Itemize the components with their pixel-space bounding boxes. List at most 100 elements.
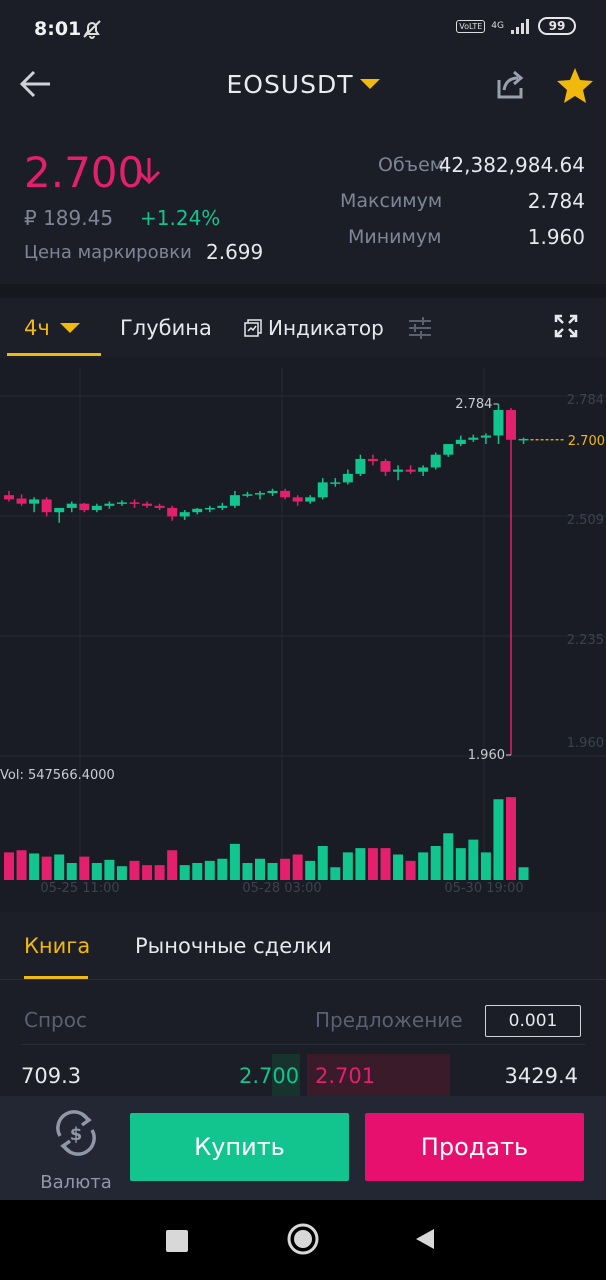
candle-body — [468, 437, 479, 440]
star-icon[interactable] — [555, 66, 595, 106]
volume-bar — [430, 846, 441, 880]
candle-body — [493, 409, 504, 436]
top-bar: EOSUSDT — [0, 58, 606, 114]
ask-quantity: 3429.4 — [504, 1064, 578, 1088]
currency-button[interactable]: $ Валюта — [36, 1106, 116, 1193]
volume-bar — [66, 863, 77, 880]
order-book: Спрос Предложение 0.001 709.3 2.700 2.70… — [0, 980, 606, 1098]
status-icons: VoLTE 4G 99 — [456, 17, 576, 35]
status-bar: 8:01 VoLTE 4G 99 — [0, 0, 606, 58]
volume-bar — [468, 839, 479, 880]
volume-bar — [493, 799, 504, 880]
sell-button[interactable]: Продать — [365, 1113, 584, 1181]
chart-tabs: 4ч Глубина Индикатор — [0, 298, 606, 358]
volume-bar — [16, 850, 27, 880]
back-triangle-icon[interactable] — [414, 1227, 436, 1251]
candlestick-chart[interactable]: 2.784 2.509 2.235 1.960 2.784 1.960 2.700 Vol: … — [0, 358, 606, 912]
volume-bar — [443, 833, 454, 880]
high-value: 2.784 — [527, 189, 585, 213]
precision-select[interactable]: 0.001 — [485, 1005, 581, 1037]
volume-bar — [292, 854, 303, 880]
volume-bar — [393, 854, 404, 880]
volume-bar — [418, 852, 429, 880]
fullscreen-icon[interactable] — [554, 314, 578, 338]
candle-body — [167, 507, 178, 517]
indicator-label: Индикатор — [268, 316, 384, 340]
high-marker-label: 2.784 — [455, 397, 492, 412]
tab-order-book[interactable]: Книга — [24, 934, 91, 958]
candle-body — [506, 409, 516, 440]
indicator-icon — [244, 319, 262, 337]
candle-body — [16, 498, 27, 504]
buy-button[interactable]: Купить — [130, 1113, 349, 1181]
mark-price-value: 2.699 — [206, 240, 264, 264]
volume-bar — [242, 863, 253, 880]
candle-body — [154, 505, 165, 508]
volume-bar — [41, 856, 52, 880]
book-tabs: Книга Рыночные сделки — [0, 912, 606, 980]
arrow-left-icon[interactable] — [16, 64, 56, 104]
chevron-down-icon — [59, 323, 80, 333]
status-time: 8:01 — [34, 18, 82, 40]
sliders-icon[interactable] — [406, 314, 434, 342]
share-icon[interactable] — [494, 68, 528, 102]
high-label: Максимум — [340, 190, 443, 212]
candle-body — [91, 505, 102, 511]
volume-bar — [305, 860, 316, 880]
volume-bar — [267, 863, 278, 880]
volume-bar — [480, 852, 491, 880]
volume-readout: Vol: 547566.4000 — [0, 768, 115, 783]
bid-price: 2.700 — [239, 1064, 300, 1088]
candle-body — [116, 502, 127, 504]
chevron-down-icon — [359, 79, 380, 89]
change-percent: +1.24% — [140, 206, 221, 230]
recents-icon[interactable] — [166, 1230, 188, 1252]
volume-bar — [280, 858, 291, 880]
pair-selector[interactable]: EOSUSDT — [0, 70, 606, 99]
volume-bar — [204, 860, 215, 880]
volume-bar — [154, 865, 165, 880]
bid-quantity: 709.3 — [21, 1064, 82, 1088]
candle-body — [204, 507, 215, 510]
volume-value: 42,382,984.64 — [438, 153, 585, 177]
volume-bar — [54, 854, 65, 880]
candle-body — [342, 473, 353, 483]
low-value: 1.960 — [527, 225, 585, 249]
y-tick-label: 2.784 — [567, 393, 604, 408]
x-tick-label: 05-25 11:00 — [40, 881, 119, 896]
candle-body — [267, 490, 278, 494]
tab-indicator[interactable]: Индикатор — [244, 316, 384, 340]
volume-bar — [104, 859, 115, 880]
candle-body — [29, 499, 40, 504]
network-label: 4G — [491, 21, 504, 31]
volume-bar — [4, 852, 14, 880]
volume-bar — [91, 863, 102, 880]
candle-body — [330, 482, 341, 484]
mark-price-label: Цена маркировки — [24, 242, 192, 263]
candle-body — [79, 503, 90, 511]
pair-title: EOSUSDT — [226, 70, 354, 99]
candle-body — [66, 503, 77, 508]
candle-body — [229, 495, 240, 506]
candle-body — [142, 503, 153, 506]
candle-body — [367, 458, 378, 462]
candle-body — [280, 490, 291, 498]
tab-interval[interactable]: 4ч — [24, 316, 80, 340]
volume-bar — [229, 843, 240, 880]
tab-market-trades[interactable]: Рыночные сделки — [135, 934, 332, 958]
home-icon[interactable] — [286, 1222, 320, 1256]
current-price-label: 2.700 — [568, 434, 605, 449]
divider — [21, 1044, 586, 1045]
volume-bar — [455, 848, 466, 880]
volume-bar — [116, 866, 127, 880]
y-tick-label: 2.509 — [567, 513, 604, 528]
y-tick-label: 2.235 — [567, 633, 604, 648]
tab-depth[interactable]: Глубина — [120, 316, 212, 340]
candle-body — [217, 505, 228, 508]
volume-bar — [192, 863, 203, 880]
last-price: 2.700 — [24, 148, 145, 197]
signal-icon — [511, 19, 529, 34]
candle-body — [242, 494, 253, 496]
currency-label: Валюта — [40, 1172, 112, 1193]
candle-body — [393, 469, 404, 472]
